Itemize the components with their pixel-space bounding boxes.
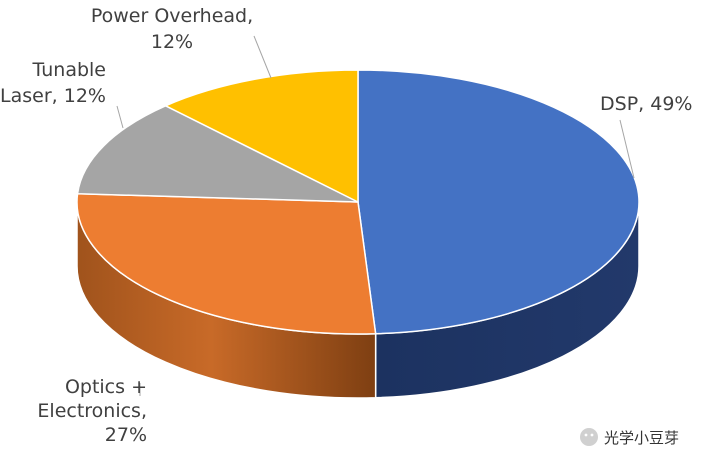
leader-line-dsp — [619, 119, 635, 179]
pie-slice-dsp — [357, 69, 640, 335]
pie-slice-tunable-laser — [76, 104, 359, 203]
leader-line-tunable-laser — [116, 105, 124, 129]
data-label-tunable-laser: Tunable Laser, 12% — [0, 59, 106, 107]
wechat-icon — [580, 428, 598, 446]
pie-slice-optics-electronics — [76, 192, 377, 335]
data-label-power-overhead: Power Overhead, 12% — [91, 5, 253, 53]
pie-slice-power-overhead — [163, 69, 359, 204]
watermark: 光学小豆芽 — [580, 428, 679, 447]
data-label-dsp: DSP, 49% — [600, 93, 692, 115]
data-label-optics-electronics: Optics + Electronics, 27% — [37, 376, 147, 446]
watermark-text: 光学小豆芽 — [604, 429, 679, 447]
leader-line-power-overhead — [253, 35, 272, 79]
